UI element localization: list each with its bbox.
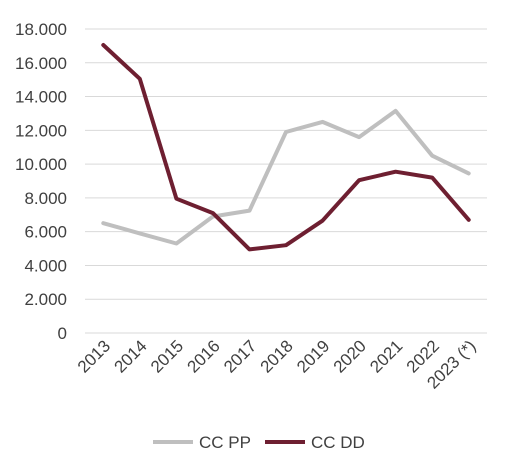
data-point: [284, 243, 288, 247]
series-line-cc-dd: [101, 43, 471, 252]
legend-item: CC PP: [153, 433, 251, 452]
data-point: [394, 109, 398, 113]
y-tick-label: 12.000: [15, 121, 67, 140]
x-tick-label: 2013: [74, 336, 114, 376]
y-tick-label: 8.000: [24, 189, 67, 208]
y-tick-label: 10.000: [15, 155, 67, 174]
data-point: [101, 221, 105, 225]
data-point: [430, 154, 434, 158]
x-tick-label: 2014: [110, 336, 150, 376]
x-tick-label: 2015: [147, 336, 187, 376]
data-point: [284, 130, 288, 134]
y-tick-label: 18.000: [15, 20, 67, 39]
data-point: [357, 178, 361, 182]
x-axis: 2013201420152016201720182019202020212022…: [74, 336, 480, 392]
series-line-cc-pp: [101, 108, 471, 246]
data-point: [467, 218, 471, 222]
y-axis: 0 2.000 4.000 6.000 8.000 10.000 12.000 14.000 1…: [15, 20, 67, 343]
y-tick-label: 0: [58, 324, 67, 343]
y-tick-label: 6.000: [24, 223, 67, 242]
x-tick-label: 2016: [184, 336, 224, 376]
data-point: [430, 176, 434, 180]
x-tick-label: 2018: [257, 336, 297, 376]
legend-label: CC PP: [199, 433, 251, 452]
y-tick-label: 2.000: [24, 290, 67, 309]
x-tick-label: 2019: [293, 336, 333, 376]
data-point: [357, 135, 361, 139]
data-point: [174, 241, 178, 245]
y-tick-label: 16.000: [15, 54, 67, 73]
x-tick-label: 2021: [366, 336, 406, 376]
x-tick-label: 2020: [330, 336, 370, 376]
y-tick-label: 14.000: [15, 88, 67, 107]
series-lines: [101, 43, 471, 252]
data-point: [138, 77, 142, 81]
data-point: [321, 120, 325, 124]
legend-item: CC DD: [265, 433, 365, 452]
data-point: [247, 209, 251, 213]
legend-label: CC DD: [311, 433, 365, 452]
data-point: [101, 43, 105, 47]
data-point: [211, 211, 215, 215]
x-tick-label: 2017: [220, 336, 260, 376]
data-point: [247, 247, 251, 251]
y-tick-label: 4.000: [24, 256, 67, 275]
data-point: [321, 219, 325, 223]
legend: CC PP CC DD: [153, 433, 365, 452]
data-point: [174, 197, 178, 201]
data-point: [138, 231, 142, 235]
gridlines: [85, 28, 487, 334]
data-point: [467, 171, 471, 175]
data-point: [394, 170, 398, 174]
